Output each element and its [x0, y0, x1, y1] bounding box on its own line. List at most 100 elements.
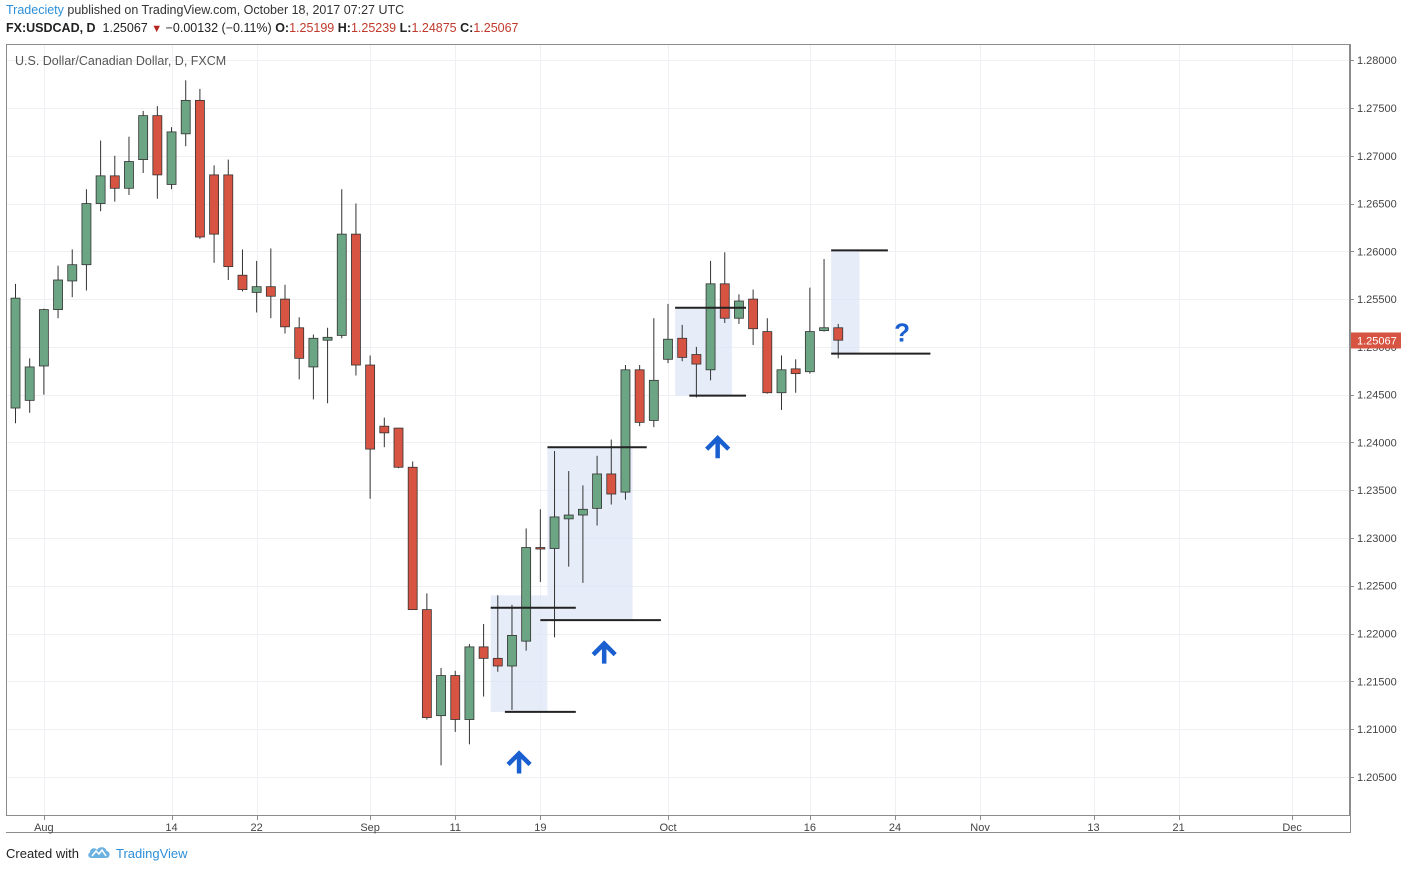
tradingview-link[interactable]: TradingView — [115, 846, 188, 861]
up-arrow-icon — [506, 750, 532, 774]
low-value: 1.24875 — [411, 21, 457, 35]
candle-down — [280, 298, 290, 328]
candle-up — [549, 516, 560, 549]
candle-up — [67, 264, 78, 282]
chart-title: U.S. Dollar/Canadian Dollar, D, FXCM — [15, 54, 226, 68]
candle-up — [180, 99, 191, 135]
candle-down — [421, 609, 432, 718]
candle-up — [663, 338, 673, 360]
x-tick-label: 14 — [165, 822, 177, 834]
candle-up — [521, 547, 532, 642]
candle-up — [81, 203, 92, 266]
candle-up — [819, 327, 829, 332]
x-tick-label: 19 — [534, 822, 546, 834]
plot-frame — [6, 44, 1350, 816]
candle-up — [53, 279, 63, 311]
publish-info: Tradeciety published on TradingView.com,… — [6, 3, 404, 17]
price-chart[interactable]: ? U.S. Dollar/Canadian Dollar, D, FXCM 1… — [0, 0, 1408, 840]
candle-up — [804, 331, 815, 373]
last-price-tag: 1.25067 — [1351, 332, 1401, 349]
y-tick-label: 1.22000 — [1357, 629, 1397, 641]
up-arrow-icon — [591, 640, 617, 664]
x-tick-label: Oct — [659, 822, 676, 834]
x-tick-label: Aug — [34, 822, 54, 834]
last-price-tag-box — [1351, 332, 1401, 349]
high-value: 1.25239 — [350, 21, 397, 35]
candle-up — [124, 161, 134, 189]
x-tick-label: Dec — [1282, 822, 1302, 834]
y-tick-label: 1.21500 — [1357, 676, 1397, 688]
candle-down — [719, 283, 730, 319]
y-tick-label: 1.28000 — [1357, 55, 1397, 67]
candle-down — [762, 331, 773, 394]
candle-up — [464, 646, 475, 720]
candle-down — [535, 547, 546, 550]
price-change: −0.00132 (−0.11%) — [165, 21, 272, 35]
y-axis-ticks: 1.20500 1.21000 1.21500 1.22000 1.22500 1.230… — [1350, 55, 1397, 784]
x-tick-label: Nov — [970, 822, 990, 834]
candle-down — [365, 364, 376, 450]
open-label: O: — [275, 21, 290, 35]
candle-up — [95, 175, 106, 204]
annotation-lines-layer — [490, 249, 931, 713]
candle-down — [748, 298, 759, 330]
candle-down — [634, 369, 645, 423]
footer: Created with TradingView — [6, 845, 188, 862]
candle-up — [592, 473, 602, 509]
candle-down — [195, 99, 205, 238]
publisher-link[interactable]: Tradeciety — [6, 3, 64, 17]
tradingview-cloud-icon — [87, 845, 111, 862]
candle-down — [606, 473, 617, 495]
low-label: L: — [399, 21, 412, 35]
x-tick-label: Sep — [360, 822, 380, 834]
y-tick-label: 1.26000 — [1357, 246, 1397, 258]
candle-up — [648, 379, 659, 421]
candle-up — [336, 233, 347, 336]
candle-down — [790, 368, 801, 375]
candle-up — [251, 286, 262, 293]
y-tick-label: 1.20500 — [1357, 772, 1397, 784]
close-value: 1.25067 — [473, 21, 519, 35]
zones-layer — [490, 250, 860, 712]
y-tick-label: 1.24000 — [1357, 437, 1397, 449]
candle-up — [322, 336, 333, 341]
highlight-zone — [490, 595, 548, 712]
candle-up — [38, 309, 49, 367]
candle-down — [152, 115, 163, 176]
x-tick-label: 22 — [251, 822, 263, 834]
y-tick-label: 1.24500 — [1357, 390, 1397, 402]
candle-up — [705, 283, 716, 371]
candle-down — [492, 657, 503, 667]
candle-up — [563, 514, 574, 520]
close-label: C: — [460, 21, 474, 35]
candle-down — [833, 327, 844, 341]
candle-down — [223, 174, 234, 268]
annotation-arrows-layer: ? — [506, 318, 910, 774]
candle-down — [393, 427, 404, 468]
y-tick-label: 1.26500 — [1357, 199, 1397, 211]
highlight-zone — [547, 447, 633, 621]
x-tick-label: 11 — [450, 822, 461, 834]
candle-down — [450, 675, 461, 720]
question-mark-annotation: ? — [894, 318, 910, 348]
candle-up — [24, 366, 35, 401]
open-value: 1.25199 — [289, 21, 335, 35]
candle-down — [265, 286, 276, 297]
candle-up — [776, 369, 787, 394]
x-tick-label: 13 — [1087, 822, 1099, 834]
x-tick-label: 21 — [1173, 822, 1185, 834]
y-tick-label: 1.25500 — [1357, 294, 1397, 306]
candle-up — [10, 297, 21, 409]
candle-down — [407, 466, 418, 611]
x-tick-label: 16 — [804, 822, 816, 834]
y-tick-label: 1.27000 — [1357, 151, 1397, 163]
y-tick-label: 1.23500 — [1357, 485, 1397, 497]
y-tick-label: 1.23000 — [1357, 533, 1397, 545]
candle-down — [109, 175, 120, 189]
candle-up — [166, 131, 177, 185]
created-with-text: Created with — [6, 846, 79, 861]
candle-up — [138, 115, 149, 161]
candle-down — [351, 233, 361, 366]
candle-down — [294, 327, 305, 359]
candle-up — [507, 635, 517, 667]
